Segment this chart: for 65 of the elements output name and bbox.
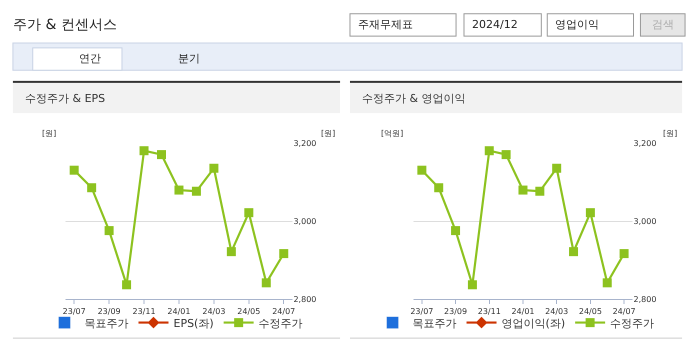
legend-label: EPS(좌) [173,316,214,330]
point [87,183,96,192]
x-tick-label: 23/09 [444,306,468,316]
point [602,278,612,288]
point [484,146,494,156]
text: 검색 [652,18,674,31]
point [569,247,578,256]
x-tick-label: 24/01 [511,306,535,316]
x-tick-label: 23/09 [98,306,121,316]
point [122,280,132,290]
legend-label: 목표주가 [84,316,128,330]
legend-label: 수정주가 [258,316,303,330]
y2-tick-label: 2,800 [293,294,316,304]
text: 분기 [178,52,200,65]
x-tick-label: 24/03 [202,306,226,316]
y2-axis-title: [원] [663,129,678,138]
text: 2024/12 [472,18,518,31]
point [262,278,271,288]
x-tick-label: 23/11 [478,306,501,316]
point [209,164,218,173]
point [192,186,201,196]
point [104,226,114,236]
legend-label: 수정주가 [610,316,654,330]
point [586,208,595,218]
text: 주가 & 컨센서스 [13,17,117,33]
y2-tick-label: 2,800 [634,294,656,304]
y-axis-title: [억원] [381,129,404,138]
legend-label: 영업이익(좌) [502,316,566,330]
y2-axis-title: [원] [321,129,336,138]
text: 연간 [79,52,101,65]
x-tick-label: 23/07 [62,306,86,316]
point [502,150,511,160]
y2-tick-label: 3,000 [634,217,656,226]
point [417,166,426,175]
point [174,186,184,195]
legend-label: 목표주가 [412,316,457,330]
point [140,146,149,156]
x-tick-label: 23/11 [132,306,156,316]
point [434,183,444,192]
point [157,150,166,160]
point [70,166,79,175]
y2-tick-label: 3,200 [293,139,316,148]
x-tick-label: 24/05 [237,306,260,316]
chart-title: 수정주가 & EPS [25,92,106,105]
text: 주재무제표 [358,18,413,31]
x-tick-label: 23/07 [410,306,434,316]
x-tick-label: 24/05 [578,306,602,316]
point [620,249,629,258]
y2-tick-label: 3,200 [634,139,656,148]
text: 영업이익 [555,18,599,31]
x-tick-label: 24/01 [167,306,190,316]
y-axis-title: [원] [42,129,56,138]
point [468,280,477,290]
x-tick-label: 24/07 [272,306,296,316]
x-tick-label: 24/03 [545,306,568,316]
chart-title: 수정주가 & 영업이익 [362,92,466,105]
point [552,164,562,173]
point [518,186,528,195]
x-tick-label: 24/07 [612,306,636,316]
point [226,247,236,256]
point [535,186,544,196]
point [244,208,254,218]
point [279,249,288,258]
point [451,226,460,236]
y2-tick-label: 3,000 [293,217,316,226]
